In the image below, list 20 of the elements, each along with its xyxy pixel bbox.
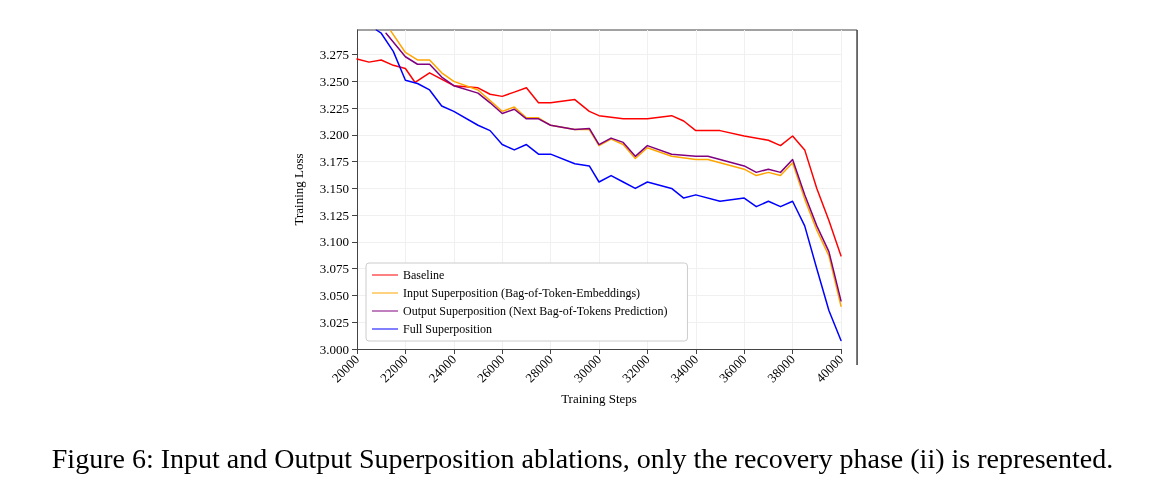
y-tick-label: 3.200 (319, 127, 349, 143)
y-tick-label: 3.100 (319, 234, 349, 250)
legend-label: Input Superposition (Bag-of-Token-Embeddings) (403, 286, 641, 300)
y-tick-label: 3.125 (319, 207, 349, 223)
y-tick-label: 3.250 (319, 73, 349, 89)
y-axis-title: Training Loss (291, 153, 306, 226)
line-series (356, 58, 842, 257)
y-tick-label: 3.075 (319, 261, 349, 277)
legend-label: Output Superposition (Next Bag-of-Tokens Prediction) (403, 304, 668, 318)
legend-label: Full Superposition (403, 322, 493, 336)
x-axis-title: Training Steps (561, 390, 637, 406)
y-tick-label: 3.275 (319, 47, 349, 63)
y-tick-label: 3.025 (319, 314, 349, 330)
y-tick-label: 3.175 (319, 154, 349, 170)
y-tick-label: 3.000 (319, 341, 349, 357)
legend-label: Baseline (403, 268, 445, 282)
y-tick-label: 3.225 (319, 100, 349, 116)
y-tick-label: 3.150 (319, 180, 349, 196)
y-tick-label: 3.050 (319, 287, 349, 303)
caption: Figure 6: Input and Output Superposition ablations, only the recovery phase (ii) is represented. (51, 442, 1114, 474)
